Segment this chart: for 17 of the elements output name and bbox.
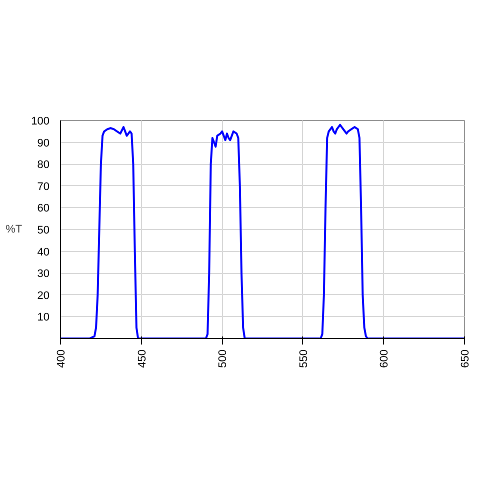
x-tick-label: 500 — [217, 349, 230, 368]
x-tick-label: 600 — [378, 349, 391, 368]
x-tick-label: 400 — [56, 349, 68, 368]
y-axis-title: %T — [6, 224, 22, 236]
y-tick-label: 70 — [37, 180, 50, 193]
x-tick-label: 450 — [136, 349, 148, 368]
y-tick-label: 10 — [37, 312, 50, 324]
y-tick-label: 90 — [37, 137, 50, 150]
x-tick-label: 650 — [460, 349, 472, 368]
y-tick-label: 50 — [37, 224, 50, 236]
y-tick-label: 60 — [37, 202, 50, 215]
y-tick-label: 20 — [37, 290, 50, 302]
y-tick-label: 100 — [31, 116, 50, 128]
y-tick-label: 40 — [37, 246, 50, 258]
x-tick-label: 550 — [298, 349, 310, 368]
y-tick-label: 80 — [37, 159, 50, 172]
y-tick-label: 30 — [37, 268, 50, 280]
